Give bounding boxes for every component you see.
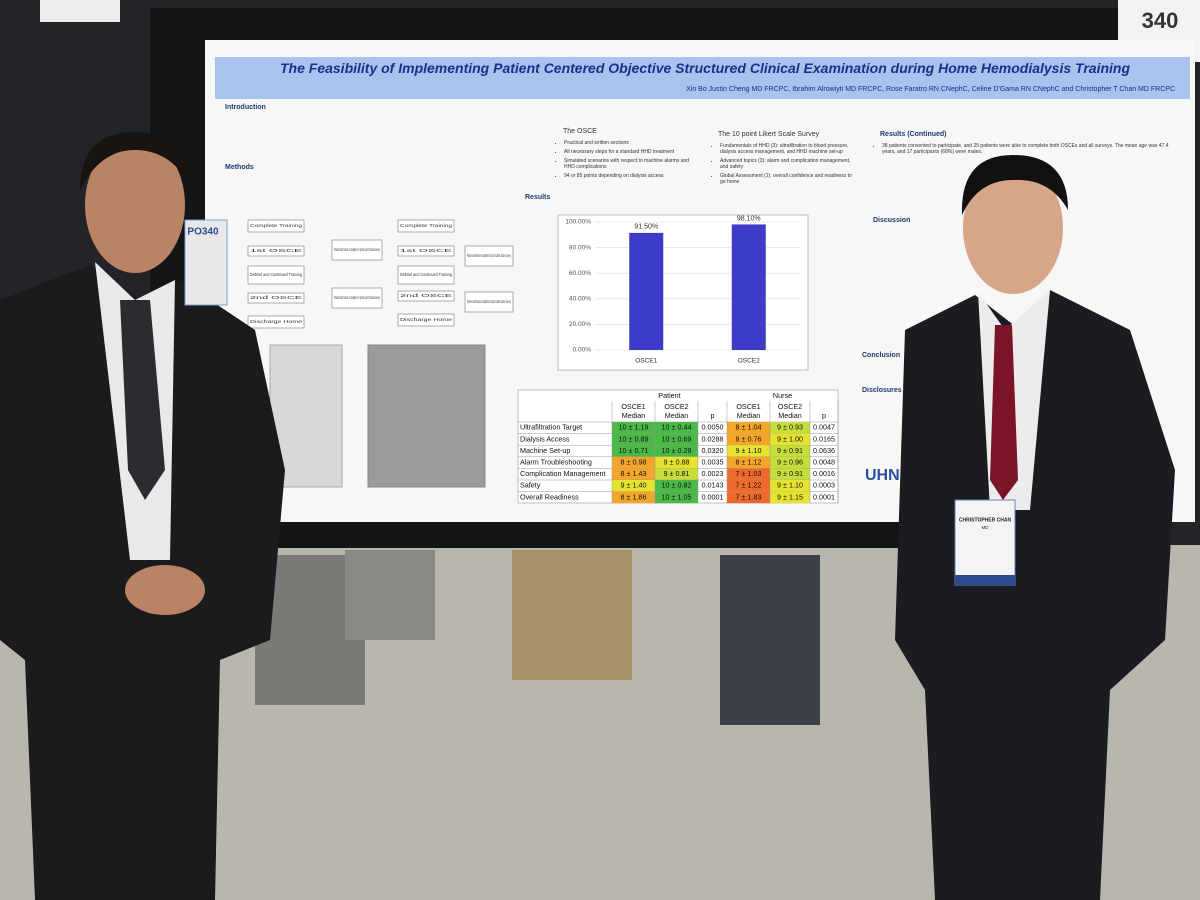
osce-list: Practical and written sections All necess… (557, 140, 697, 182)
bullet: Simulated scenarios with respect to mach… (564, 158, 697, 170)
sign (40, 0, 120, 22)
logo: UHN (865, 467, 900, 484)
bullet: Practical and written sections (564, 140, 697, 146)
heading: Introduction (225, 104, 266, 111)
heading: Results (Continued) (880, 131, 947, 138)
poster: The Feasibility of Implementing Patient … (205, 40, 1195, 522)
results-list: 38 patients consented to participate, an… (875, 143, 1175, 158)
poster-title: The Feasibility of Implementing Patient … (279, 60, 1131, 76)
bullet: Advanced topics (3): alarm and complicat… (720, 158, 858, 170)
bullet: Global Assessment (1): overall confidenc… (720, 173, 858, 185)
poster-authors: Xin Bo Justin Cheng MD FRCPC, Ibrahim Al… (686, 86, 1175, 93)
bullet: 94 or 85 points depending on dialysis ac… (564, 173, 697, 179)
heading: The 10 point Likert Scale Survey (718, 131, 820, 138)
background-person (512, 550, 632, 680)
bullet: Fundamentals of HHD (3): ultrafiltration… (720, 143, 858, 155)
likert-list: Fundamentals of HHD (3): ultrafiltration… (713, 143, 858, 188)
booth-number: 340 (1142, 8, 1179, 33)
bullet: 38 patients consented to participate, an… (882, 143, 1175, 155)
heading: Discussion (873, 217, 911, 224)
background-person (345, 550, 435, 640)
heading: Methods (225, 164, 254, 171)
bullet: All necessary steps for a standard HHD t… (564, 149, 697, 155)
heading: Results (525, 194, 551, 201)
background-person (720, 555, 820, 725)
heading: The OSCE (563, 128, 597, 135)
heading: Conclusion (862, 352, 901, 359)
title-banner (215, 57, 1190, 99)
heading: Disclosures (862, 387, 902, 394)
